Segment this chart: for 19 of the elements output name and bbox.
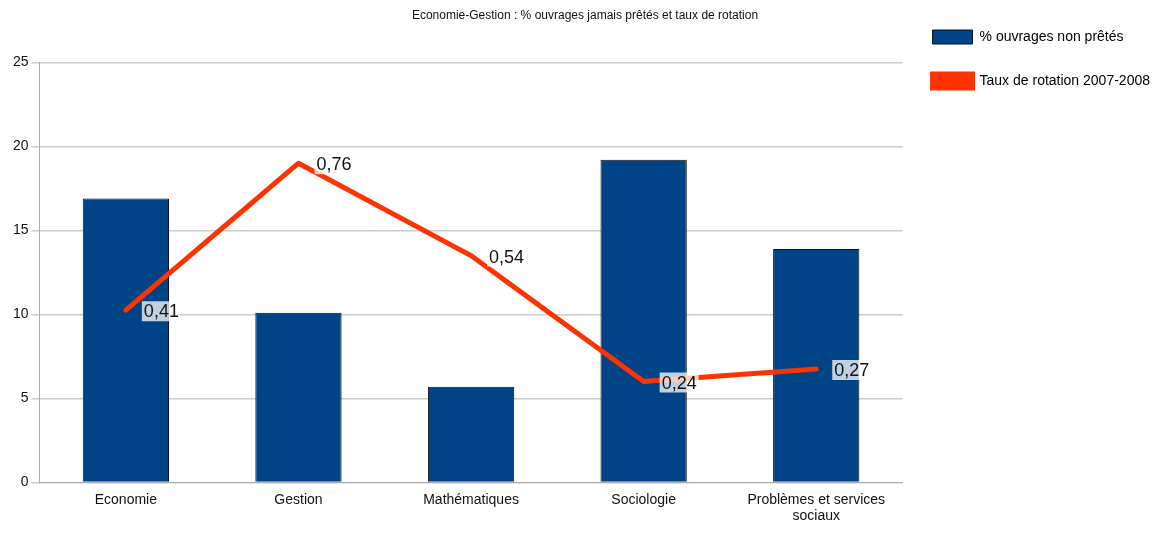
x-tick-label: Problèmes et services sociaux (747, 490, 886, 524)
data-label: 0,41 (143, 301, 179, 322)
legend-label: % ouvrages non prêtés (979, 27, 1124, 44)
data-label: 0,27 (834, 359, 870, 380)
y-tick-label: 0 (20, 473, 29, 490)
x-tick-label: Gestion (274, 490, 323, 507)
y-tick-label: 25 (12, 53, 29, 70)
chart-title: Economie-Gestion : % ouvrages jamais prêtés et taux de rotation (411, 7, 759, 22)
y-tick-label: 20 (12, 137, 29, 154)
x-tick-label: Sociologie (611, 490, 677, 507)
data-label: 0,54 (489, 246, 525, 267)
legend-label: Taux de rotation 2007-2008 (979, 71, 1151, 88)
data-label: 0,76 (316, 154, 352, 175)
y-tick-label: 10 (12, 305, 29, 322)
y-tick-label: 15 (12, 221, 29, 238)
y-tick-label: 5 (20, 389, 29, 406)
data-label: 0,24 (661, 372, 697, 393)
x-tick-label: Mathématiques (423, 490, 519, 507)
x-tick-label: Economie (94, 490, 158, 507)
